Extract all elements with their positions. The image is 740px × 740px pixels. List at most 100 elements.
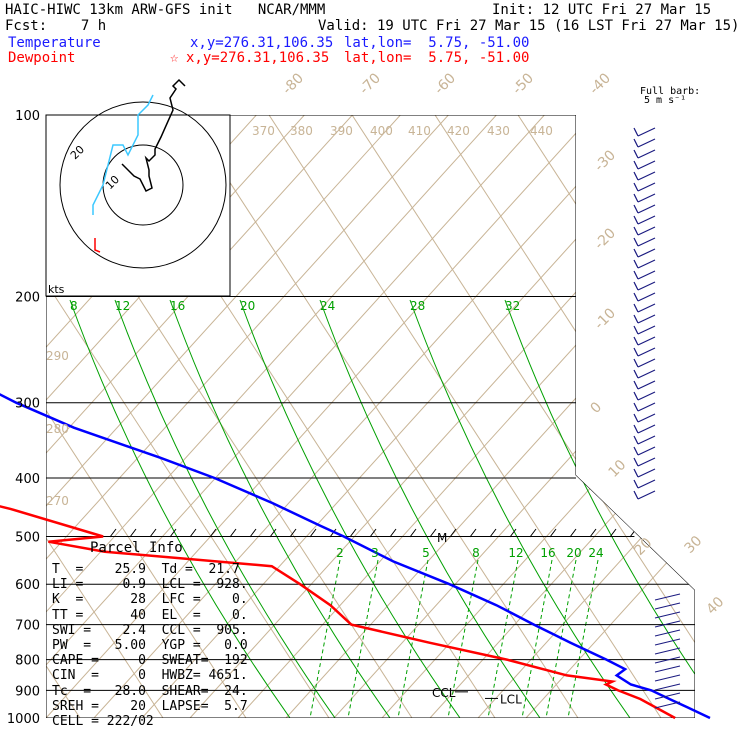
wind-barb-flag xyxy=(633,226,639,236)
pressure-tick-label: 800 xyxy=(15,654,40,669)
wind-barb xyxy=(637,204,656,214)
isotherm-label: -80 xyxy=(280,70,307,97)
wind-barb xyxy=(637,226,656,236)
wind-barb xyxy=(654,593,681,601)
parcel-info-row: T = 25.9 Td = 21.7 xyxy=(52,562,240,577)
wind-barb xyxy=(637,138,656,148)
wind-barb xyxy=(637,358,656,368)
hatch-mark xyxy=(589,528,597,538)
isotherm-line xyxy=(517,115,695,718)
hatch-mark xyxy=(569,528,577,538)
dry-adiabat-line xyxy=(46,115,559,718)
wind-barb xyxy=(637,215,656,225)
hatch-mark xyxy=(129,528,137,538)
wind-barb xyxy=(637,435,656,445)
wind-barb-flag xyxy=(633,424,639,434)
mixing-ratio-line xyxy=(309,559,341,718)
dry-adiabat-line xyxy=(46,115,463,718)
wind-barb-flag xyxy=(633,160,639,170)
isotherm-line xyxy=(600,115,695,718)
mixing-ratio-label: 12 xyxy=(508,546,523,560)
temperature-line xyxy=(0,393,711,720)
isotherm-label: -20 xyxy=(592,225,619,252)
diagram-border xyxy=(46,115,695,718)
mixing-ratio-label: 8 xyxy=(472,546,480,560)
hatch-mark xyxy=(509,528,517,538)
wind-barb xyxy=(654,674,681,682)
valid-time: Valid: 19 UTC Fri 27 Mar 15 (16 LST Fri … xyxy=(318,18,740,34)
pressure-tick-label: 700 xyxy=(15,619,40,634)
wind-barbs xyxy=(633,127,681,709)
hatch-mark xyxy=(249,528,257,538)
pressure-tick-label: 500 xyxy=(15,530,40,545)
dry-adiabat-line xyxy=(189,115,695,718)
hodograph-upper-trace xyxy=(121,78,186,193)
hatch-mark xyxy=(529,528,537,538)
dewpoint-latlon: lat,lon= 5.75, -51.00 xyxy=(344,50,530,66)
hatch-mark xyxy=(449,528,457,538)
dry-adiabat-line xyxy=(477,115,695,718)
wind-barb-flag xyxy=(633,380,639,390)
theta-label: 410 xyxy=(408,124,431,138)
isotherm-line xyxy=(434,115,695,718)
ccl-label: CCL xyxy=(432,686,456,700)
mixing-ratio-label: 2 xyxy=(336,546,344,560)
mixing-ratio-line xyxy=(567,559,599,718)
pressure-tick-label: 900 xyxy=(15,684,40,699)
dry-adiabat-line xyxy=(46,115,367,718)
wind-barb xyxy=(637,479,656,489)
wind-barb xyxy=(637,336,656,346)
wind-barb xyxy=(637,402,656,412)
wind-barb xyxy=(637,490,656,500)
barb-unit: 5 m s⁻¹ xyxy=(644,95,687,106)
isotherm-label: 30 xyxy=(682,533,706,557)
wind-barb xyxy=(654,701,681,709)
hatch-mark xyxy=(229,528,237,538)
temperature-latlon: lat,lon= 5.75, -51.00 xyxy=(344,35,530,51)
hatch-mark xyxy=(169,528,177,538)
hodograph-unit-label: kts xyxy=(48,283,65,296)
hatch-mark xyxy=(609,528,617,538)
isotherm-line xyxy=(351,115,695,718)
mixing-ratio-line xyxy=(447,559,479,718)
wind-barb-flag xyxy=(633,292,639,302)
wind-barb-flag xyxy=(633,237,639,247)
lcl-label: LCL xyxy=(500,692,522,706)
dry-adiabat-line xyxy=(93,115,655,718)
wind-barb-flag xyxy=(633,391,639,401)
parcel-info-row: CAPE = 0 SWEAT= 192 xyxy=(52,653,248,669)
hatch-mark xyxy=(329,528,337,538)
theta-label: 280 xyxy=(46,422,69,436)
wind-barb xyxy=(637,391,656,401)
isotherm-line xyxy=(46,115,164,718)
pressure-tick-label: 100 xyxy=(15,109,40,124)
hatch-mark xyxy=(269,528,277,538)
mixing-ratio-line xyxy=(347,559,379,718)
wind-barb-flag xyxy=(633,490,639,500)
pressure-tick-label: 200 xyxy=(15,291,40,306)
wind-barb xyxy=(637,193,656,203)
wind-barb xyxy=(637,303,656,313)
moist-adiabat-line xyxy=(409,299,631,718)
dewpoint-legend: Dewpoint xyxy=(8,50,76,66)
wind-barb-flag xyxy=(633,138,639,148)
mixing-ratio-label: 12 xyxy=(115,299,130,313)
parcel-info-row: SWI = 2.4 CCL = 905. xyxy=(52,622,248,638)
mixing-ratio-label: 28 xyxy=(410,299,425,313)
wind-barb xyxy=(637,314,656,324)
sounding-series xyxy=(0,393,711,720)
wind-barb xyxy=(637,182,656,192)
dewpoint-coords: x,y=276.31,106.35 xyxy=(186,50,330,66)
wind-barb xyxy=(654,647,681,655)
wind-barb xyxy=(654,602,681,610)
hodograph-frame xyxy=(45,114,231,297)
isotherm-label: -30 xyxy=(592,147,619,174)
parcel-info-row: CELL = 222/02 xyxy=(52,714,154,729)
hatch-mark xyxy=(549,528,557,538)
dry-adiabat-line xyxy=(525,115,695,718)
isotherm-label: -70 xyxy=(357,70,384,97)
hatch-mark xyxy=(409,528,417,538)
pressure-tick-label: 400 xyxy=(15,472,40,487)
isotherm-label: 0 xyxy=(588,399,606,417)
